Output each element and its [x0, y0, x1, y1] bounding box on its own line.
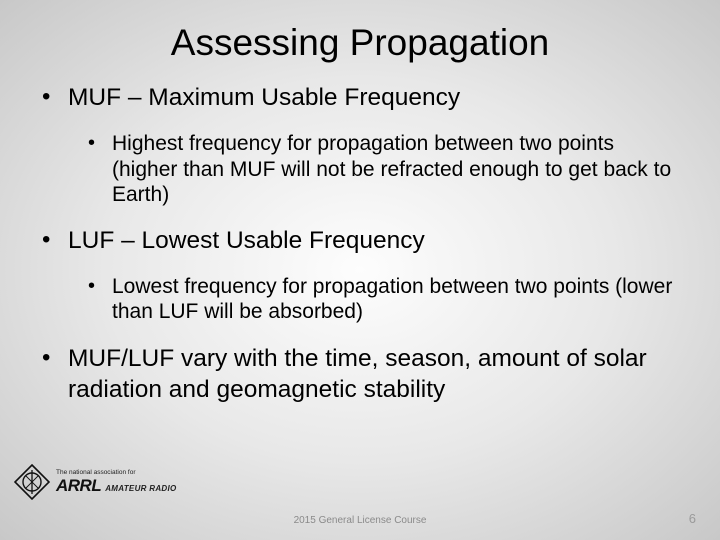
logo-brand: ARRL: [56, 477, 101, 494]
bullet-list-level1: MUF – Maximum Usable Frequency Highest f…: [40, 82, 680, 405]
bullet-list-level2: Lowest frequency for propagation between…: [88, 274, 680, 324]
page-number: 6: [689, 511, 696, 526]
footer-course-name: 2015 General License Course: [0, 515, 720, 526]
bullet-text: MUF – Maximum Usable Frequency: [68, 84, 460, 111]
bullet-text: LUF – Lowest Usable Frequency: [68, 227, 425, 254]
bullet-luf-detail: Lowest frequency for propagation between…: [88, 274, 680, 324]
slide: Assessing Propagation MUF – Maximum Usab…: [0, 0, 720, 540]
bullet-luf: LUF – Lowest Usable Frequency Lowest fre…: [40, 225, 680, 325]
bullet-text: Lowest frequency for propagation between…: [112, 275, 672, 323]
bullet-text: Highest frequency for propagation betwee…: [112, 132, 671, 205]
bullet-vary: MUF/LUF vary with the time, season, amou…: [40, 343, 680, 406]
bullet-list-level2: Highest frequency for propagation betwee…: [88, 131, 680, 207]
logo-sub: AMATEUR RADIO: [105, 485, 176, 493]
bullet-muf: MUF – Maximum Usable Frequency Highest f…: [40, 82, 680, 207]
bullet-muf-detail: Highest frequency for propagation betwee…: [88, 131, 680, 207]
logo-diamond-icon: [14, 464, 50, 500]
slide-content: MUF – Maximum Usable Frequency Highest f…: [0, 82, 720, 405]
arrl-logo: The national association for ARRL AMATEU…: [14, 464, 177, 500]
slide-title: Assessing Propagation: [0, 0, 720, 82]
bullet-text: MUF/LUF vary with the time, season, amou…: [68, 345, 647, 403]
logo-text-block: The national association for ARRL AMATEU…: [56, 470, 177, 495]
